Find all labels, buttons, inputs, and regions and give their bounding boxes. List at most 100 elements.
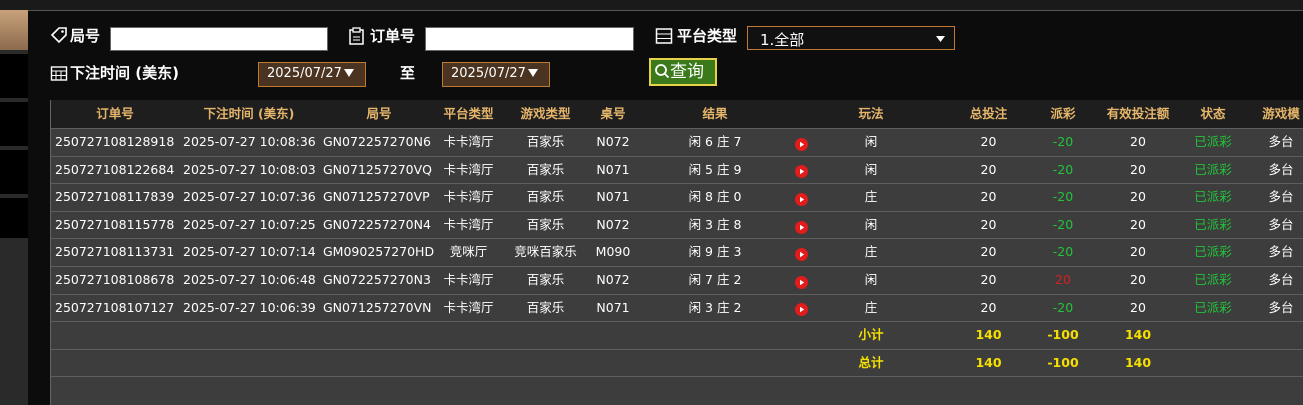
table-row[interactable]: 250727108113731 2025-07-27 10:07:14 GM0902…: [51, 239, 1303, 267]
play-video-icon[interactable]: [795, 219, 808, 234]
column-header: 订单号: [96, 106, 134, 121]
platform-value: 1.全部: [760, 31, 805, 49]
status: 已派彩: [1194, 216, 1232, 232]
summary-valid-bet: 140: [1124, 327, 1152, 343]
game-mode: 多台: [1268, 134, 1294, 149]
bet-time: 2025-07-27 10:08:03: [183, 161, 316, 177]
bet-time: 2025-07-27 10:06:48: [183, 272, 316, 287]
clipboard-icon: [349, 27, 364, 45]
summary-payout: -100: [1047, 354, 1079, 370]
result: 闲 3 庄 2: [688, 299, 742, 315]
to-label: 至: [400, 64, 416, 82]
column-header: 局号: [366, 106, 392, 121]
summary-row: 小计 140 -100 140: [51, 322, 1303, 350]
table-no: M090: [595, 244, 631, 260]
status: 已派彩: [1194, 272, 1232, 287]
table-row[interactable]: 250727108122684 2025-07-27 10:08:03 GN0712…: [51, 157, 1303, 185]
column-header: 总投注: [969, 106, 1008, 121]
total-bet: 20: [980, 216, 997, 232]
platform: 竞咪厅: [449, 244, 488, 260]
table-row[interactable]: 250727108107127 2025-07-27 10:06:39 GN0712…: [51, 295, 1303, 323]
round-input[interactable]: [110, 27, 328, 51]
column-header: 游戏模: [1262, 106, 1300, 121]
sidebar-item[interactable]: [0, 10, 28, 50]
sidebar-item[interactable]: [0, 198, 28, 238]
platform-select[interactable]: 1.全部: [747, 26, 955, 50]
table-no: N071: [596, 189, 630, 205]
sidebar-item[interactable]: [0, 54, 28, 98]
table-no: N072: [596, 216, 630, 232]
platform-label: 平台类型: [677, 27, 738, 45]
result: 闲 8 庄 0: [688, 189, 742, 205]
play-icon: [795, 165, 808, 179]
platform: 卡卡湾厅: [443, 216, 494, 232]
order-no: 250727108122684: [55, 161, 175, 177]
total-bet: 20: [980, 272, 997, 287]
table-no: N072: [596, 272, 630, 287]
table-no: N071: [596, 299, 630, 315]
round-no: GN071257270VQ: [323, 161, 433, 177]
tag-icon: [50, 27, 67, 43]
play: 闲: [864, 161, 878, 177]
play-video-icon[interactable]: [795, 191, 808, 206]
game-mode: 多台: [1268, 216, 1294, 232]
valid-bet: 20: [1130, 244, 1146, 260]
order-no: 250727108128918: [55, 134, 175, 149]
status: 已派彩: [1194, 161, 1232, 177]
game-mode: 多台: [1268, 299, 1294, 315]
table-row[interactable]: 250727108115778 2025-07-27 10:07:25 GN0722…: [51, 212, 1303, 240]
column-header: 结果: [702, 106, 728, 121]
total-bet: 20: [980, 134, 997, 149]
order-input[interactable]: [425, 27, 634, 51]
valid-bet: 20: [1130, 134, 1146, 149]
sidebar-item[interactable]: [0, 150, 28, 194]
play-video-icon[interactable]: [795, 136, 808, 151]
calendar-icon: [50, 66, 68, 81]
play-icon: [795, 248, 808, 262]
total-bet: 20: [980, 244, 997, 260]
bet-time: 2025-07-27 10:06:39: [183, 299, 316, 315]
payout: -20: [1052, 189, 1074, 205]
total-bet: 20: [980, 189, 997, 205]
order-no: 250727108113731: [55, 244, 175, 260]
valid-bet: 20: [1130, 189, 1146, 205]
status: 已派彩: [1194, 244, 1232, 260]
valid-bet: 20: [1130, 272, 1146, 287]
search-button[interactable]: 查询: [649, 58, 717, 86]
bet-time: 2025-07-27 10:08:36: [183, 134, 316, 149]
summary-valid-bet: 140: [1124, 354, 1152, 370]
result: 闲 3 庄 8: [688, 216, 742, 232]
play-icon: [795, 137, 808, 151]
table-row[interactable]: 250727108108678 2025-07-27 10:06:48 GN0722…: [51, 267, 1303, 295]
play: 庄: [864, 299, 878, 315]
time-label: 下注时间 (美东): [70, 64, 179, 82]
sidebar-item[interactable]: [0, 102, 28, 146]
dropdown-arrow: [527, 69, 538, 77]
game-type: 百家乐: [526, 189, 565, 205]
divider: [28, 10, 1303, 11]
play-icon: [795, 275, 808, 289]
date-to[interactable]: 2025/07/27: [442, 62, 550, 87]
game-type: 百家乐: [526, 161, 565, 177]
play-video-icon[interactable]: [795, 246, 808, 262]
round-no: GM090257270HD: [323, 244, 435, 260]
summary-label: 小计: [858, 327, 884, 343]
round-no: GN072257270N3: [323, 272, 431, 287]
game-type: 竞咪百家乐: [514, 244, 577, 260]
play: 庄: [864, 189, 878, 205]
status: 已派彩: [1194, 189, 1232, 205]
search-text: 查询: [670, 62, 704, 82]
round-no: GN072257270N4: [323, 216, 431, 232]
game-type: 百家乐: [526, 134, 565, 149]
play-video-icon[interactable]: [795, 274, 808, 289]
valid-bet: 20: [1130, 299, 1146, 315]
play-video-icon[interactable]: [795, 163, 808, 179]
summary-total-bet: 140: [975, 327, 1002, 343]
table-row[interactable]: 250727108128918 2025-07-27 10:08:36 GN0722…: [51, 129, 1303, 157]
date-from[interactable]: 2025/07/27: [258, 62, 366, 87]
platform: 卡卡湾厅: [443, 299, 494, 315]
play-video-icon[interactable]: [795, 301, 808, 317]
valid-bet: 20: [1130, 216, 1146, 232]
order-no: 250727108108678: [55, 272, 175, 287]
table-row[interactable]: 250727108117839 2025-07-27 10:07:36 GN0712…: [51, 184, 1303, 212]
